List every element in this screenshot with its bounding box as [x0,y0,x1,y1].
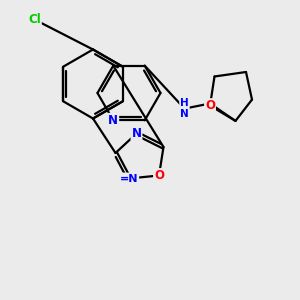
Text: =N: =N [120,173,138,184]
Text: O: O [154,169,164,182]
Text: O: O [205,99,215,112]
Text: H
N: H N [180,98,189,119]
Text: Cl: Cl [28,13,41,26]
Text: N: N [108,114,118,127]
Text: N: N [131,127,142,140]
